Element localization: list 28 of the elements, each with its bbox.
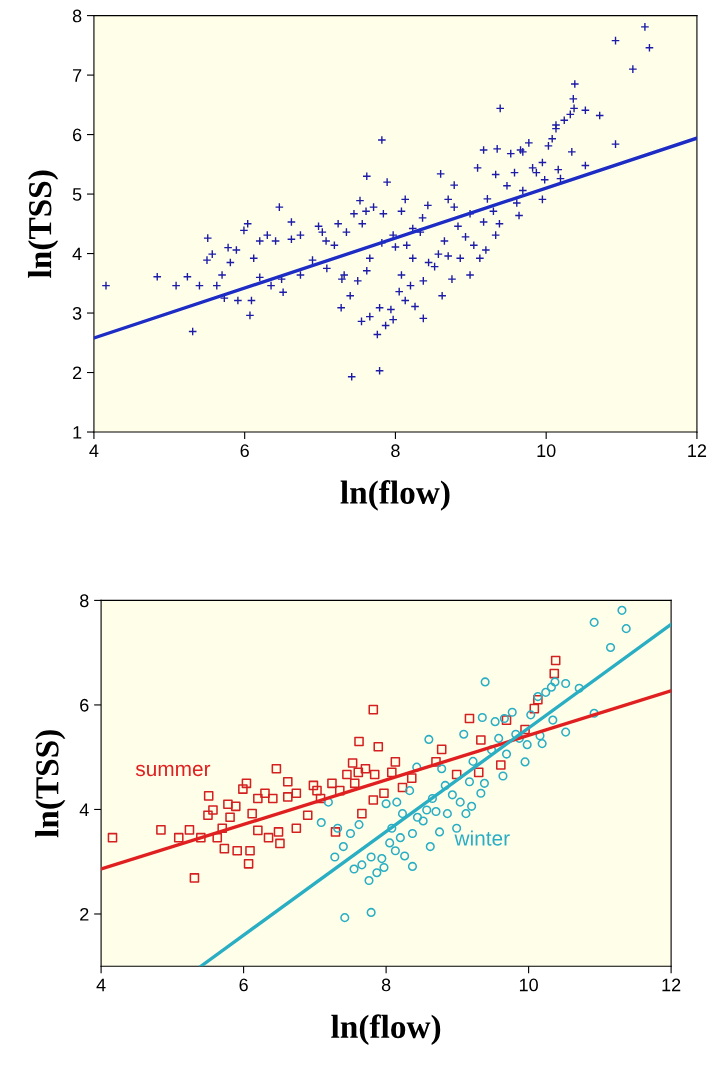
x-axis-title: ln(flow) xyxy=(331,1014,441,1045)
y-tick-label: 4 xyxy=(72,247,82,261)
y-tick-label: 5 xyxy=(72,188,82,201)
y-axis-title: ln(TSS) xyxy=(35,730,66,838)
y-tick-label: 4 xyxy=(79,803,89,816)
x-tick-label: 6 xyxy=(239,978,248,992)
y-tick-label: 2 xyxy=(80,907,89,921)
y-axis-title: ln(TSS) xyxy=(27,170,59,278)
x-tick-label: 4 xyxy=(96,978,106,992)
x-tick-label: 12 xyxy=(688,444,707,457)
x-tick-label: 8 xyxy=(381,978,391,992)
x-tick-label: 6 xyxy=(240,444,249,458)
y-tick-label: 6 xyxy=(80,698,89,712)
y-tick-label: 6 xyxy=(73,128,82,142)
y-tick-label: 3 xyxy=(72,306,82,320)
y-tick-label: 2 xyxy=(72,366,82,380)
x-tick-label: 8 xyxy=(391,444,400,458)
x-tick-label: 10 xyxy=(519,978,538,992)
x-tick-label: 12 xyxy=(662,978,681,992)
y-tick-label: 8 xyxy=(72,9,82,23)
y-tick-label: 8 xyxy=(80,594,89,608)
text: summer xyxy=(135,764,211,777)
x-tick-label: 4 xyxy=(89,444,99,457)
x-axis-title: ln(flow) xyxy=(340,480,450,511)
series-label: winter xyxy=(454,830,510,846)
y-tick-label: 7 xyxy=(73,69,82,82)
x-tick-label: 10 xyxy=(537,444,556,458)
y-tick-label: 1 xyxy=(73,426,82,439)
